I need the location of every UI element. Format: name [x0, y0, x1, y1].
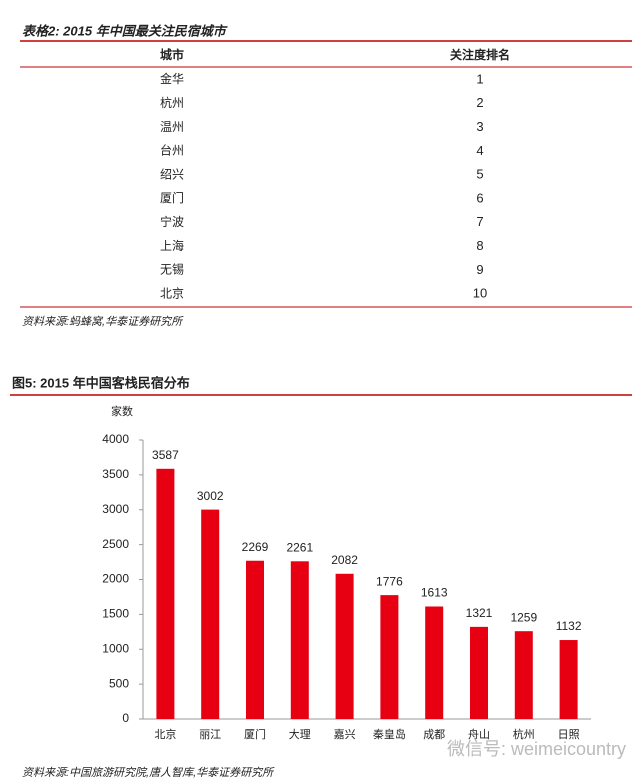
y-tick-label: 1500	[102, 607, 129, 621]
table-cell: 宁波	[160, 214, 184, 229]
y-tick-label: 0	[122, 711, 129, 725]
data-label: 3587	[152, 448, 179, 462]
data-label: 1321	[466, 606, 493, 620]
y-tick-label: 3000	[102, 502, 129, 516]
table-cell: 2	[476, 95, 483, 110]
y-axis-label: 家数	[111, 404, 133, 418]
table-cell: 杭州	[160, 95, 184, 110]
x-tick-label: 北京	[154, 727, 176, 741]
bar	[380, 595, 399, 719]
data-label: 1132	[556, 619, 582, 633]
table-header: 城市	[160, 47, 184, 62]
x-tick-label: 秦皇岛	[373, 727, 406, 741]
y-tick-label: 2000	[102, 572, 129, 586]
x-tick-label: 大理	[289, 727, 311, 741]
chart-title: 图5: 2015 年中国客栈民宿分布	[12, 375, 190, 390]
chart-source: 资料来源:中国旅游研究院,唐人智库,华泰证券研究所	[22, 766, 275, 779]
table-cell: 10	[473, 286, 487, 301]
table-cell: 4	[476, 143, 483, 158]
data-label: 1776	[376, 574, 403, 588]
table-cell: 5	[476, 167, 483, 182]
table-cell: 温州	[160, 120, 184, 134]
bar	[514, 631, 533, 719]
bar	[470, 626, 488, 719]
watermark: 微信号: weimeicountry	[447, 739, 626, 759]
table-cell: 1	[476, 71, 483, 86]
data-label: 2082	[331, 553, 358, 567]
table-source: 资料来源:蚂蜂窝,华泰证券研究所	[22, 315, 184, 328]
table-cell: 9	[476, 262, 483, 277]
data-label: 1259	[510, 610, 537, 624]
bar	[156, 468, 175, 719]
table-cell: 8	[476, 238, 483, 253]
data-label: 2261	[286, 540, 313, 554]
x-tick-label: 厦门	[244, 727, 266, 741]
table-cell: 台州	[160, 143, 184, 158]
y-tick-label: 2500	[102, 537, 129, 551]
y-tick-label: 500	[109, 676, 129, 690]
table-cell: 7	[476, 214, 483, 229]
x-tick-label: 嘉兴	[334, 727, 356, 741]
table-cell: 厦门	[160, 190, 184, 205]
table-title: 表格2: 2015 年中国最关注民宿城市	[22, 23, 228, 38]
bar	[425, 606, 444, 719]
table-cell: 6	[476, 190, 483, 205]
y-tick-label: 4000	[102, 432, 129, 446]
data-label: 3002	[197, 489, 224, 503]
data-label: 2269	[242, 540, 269, 554]
bar	[201, 509, 220, 719]
x-tick-label: 丽江	[199, 728, 221, 741]
y-tick-label: 3500	[102, 467, 129, 481]
x-tick-label: 日照	[558, 728, 580, 741]
table-cell: 无锡	[160, 262, 184, 277]
bar	[246, 560, 264, 719]
x-tick-label: 杭州	[513, 727, 535, 741]
bar	[290, 561, 309, 719]
x-tick-label: 舟山	[468, 727, 490, 741]
table-cell: 绍兴	[160, 167, 184, 181]
data-label: 1613	[421, 586, 448, 600]
table-cell: 金华	[160, 71, 184, 86]
table-cell: 上海	[160, 238, 184, 253]
table-cell: 3	[476, 119, 483, 134]
bar	[335, 573, 354, 719]
table-header: 关注度排名	[450, 47, 510, 62]
y-tick-label: 1000	[102, 641, 129, 655]
bar	[559, 640, 578, 719]
x-tick-label: 成都	[423, 728, 445, 741]
table-cell: 北京	[160, 286, 184, 300]
